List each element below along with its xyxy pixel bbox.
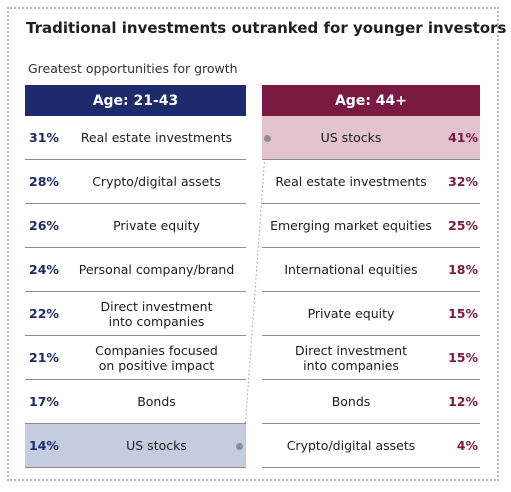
value-label: 12% bbox=[448, 394, 478, 409]
value-label: 4% bbox=[456, 438, 478, 453]
category-label: Bonds bbox=[331, 394, 371, 409]
category-label: Personal company/brand bbox=[78, 262, 235, 277]
table-row: Bonds 12% bbox=[262, 380, 480, 424]
table-row: Direct investment into companies 15% bbox=[262, 336, 480, 380]
value-label: 24% bbox=[29, 262, 59, 277]
category-label: Direct investment into companies bbox=[100, 298, 213, 329]
value-label: 17% bbox=[29, 394, 59, 409]
category-label: Bonds bbox=[137, 394, 176, 409]
category-label: Crypto/digital assets bbox=[92, 174, 221, 189]
column-header-age-21-43: Age: 21-43 bbox=[25, 85, 246, 116]
category-label: Emerging market equities bbox=[270, 218, 432, 233]
value-label: 25% bbox=[448, 218, 478, 233]
table-row-highlighted: US stocks 41% bbox=[262, 116, 480, 160]
table-row: 31% Real estate investments bbox=[25, 116, 246, 160]
value-label: 41% bbox=[448, 130, 478, 145]
category-label: US stocks bbox=[320, 130, 382, 145]
chart-frame bbox=[7, 7, 499, 481]
value-label: 14% bbox=[29, 438, 59, 453]
value-label: 15% bbox=[448, 350, 478, 365]
table-row: Crypto/digital assets 4% bbox=[262, 424, 480, 468]
value-label: 22% bbox=[29, 306, 59, 321]
table-row: Emerging market equities 25% bbox=[262, 204, 480, 248]
column-age-21-43: Age: 21-43 31% Real estate investments 28%… bbox=[25, 85, 246, 468]
table-row: 22% Direct investment into companies bbox=[25, 292, 246, 336]
column-header-age-44-plus: Age: 44+ bbox=[262, 85, 480, 116]
table-row: Real estate investments 32% bbox=[262, 160, 480, 204]
table-row: 26% Private equity bbox=[25, 204, 246, 248]
category-label: Companies focused on positive impact bbox=[95, 342, 218, 373]
value-label: 26% bbox=[29, 218, 59, 233]
value-label: 15% bbox=[448, 306, 478, 321]
table-row-highlighted: 14% US stocks bbox=[25, 424, 246, 468]
category-label: US stocks bbox=[126, 438, 187, 453]
category-label: Real estate investments bbox=[80, 130, 233, 145]
table-row: 24% Personal company/brand bbox=[25, 248, 246, 292]
category-label: Real estate investments bbox=[275, 174, 427, 189]
category-label: Private equity bbox=[113, 218, 200, 233]
connector-dot bbox=[264, 134, 271, 142]
category-label: Crypto/digital assets bbox=[286, 438, 416, 453]
value-label: 28% bbox=[29, 174, 59, 189]
table-row: 28% Crypto/digital assets bbox=[25, 160, 246, 204]
table-row: Private equity 15% bbox=[262, 292, 480, 336]
category-label: Direct investment into companies bbox=[295, 342, 407, 373]
table-row: International equities 18% bbox=[262, 248, 480, 292]
table-row: 17% Bonds bbox=[25, 380, 246, 424]
value-label: 32% bbox=[448, 174, 478, 189]
table-row: 21% Companies focused on positive impact bbox=[25, 336, 246, 380]
connector-dot bbox=[236, 442, 243, 450]
value-label: 21% bbox=[29, 350, 59, 365]
value-label: 31% bbox=[29, 130, 59, 145]
category-label: Private equity bbox=[307, 306, 395, 321]
chart-title: Traditional investments outranked for yo… bbox=[26, 19, 507, 37]
value-label: 18% bbox=[448, 262, 478, 277]
chart-subtitle: Greatest opportunities for growth bbox=[28, 61, 238, 76]
category-label: International equities bbox=[284, 262, 418, 277]
column-age-44-plus: Age: 44+ US stocks 41% Real estate investm… bbox=[262, 85, 480, 468]
